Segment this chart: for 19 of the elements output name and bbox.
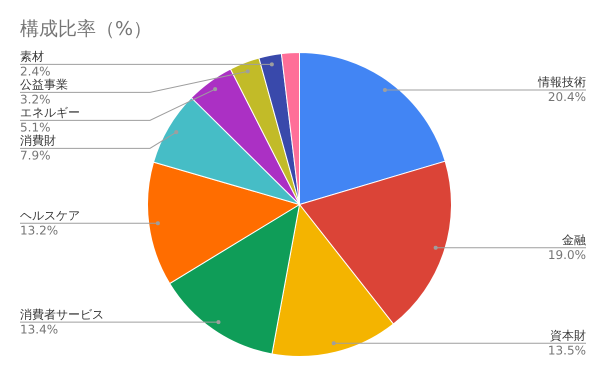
chart-title: 構成比率（%）	[20, 17, 152, 42]
slice-label: 消費財	[20, 133, 56, 148]
slice-label: 素材	[20, 49, 44, 64]
slice-label: 金融	[562, 232, 586, 247]
slice-label: 資本財	[550, 328, 586, 342]
data-label: 13.2%	[20, 223, 58, 238]
data-label: 3.2%	[20, 92, 50, 106]
slice-label: 情報技術	[537, 75, 586, 90]
slice-label: ヘルスケア	[20, 208, 80, 222]
data-label: 2.4%	[20, 64, 50, 78]
slice-label: 消費者サービス	[20, 307, 104, 322]
data-label: 20.4%	[548, 90, 586, 104]
data-label: 19.0%	[548, 248, 586, 262]
data-label: 13.4%	[20, 322, 58, 336]
data-label: 7.9%	[20, 148, 50, 162]
data-label: 13.5%	[548, 343, 586, 358]
data-label: 5.1%	[20, 120, 50, 134]
slice-label: 公益事業	[20, 77, 68, 92]
slice-label: エネルギー	[20, 105, 80, 120]
